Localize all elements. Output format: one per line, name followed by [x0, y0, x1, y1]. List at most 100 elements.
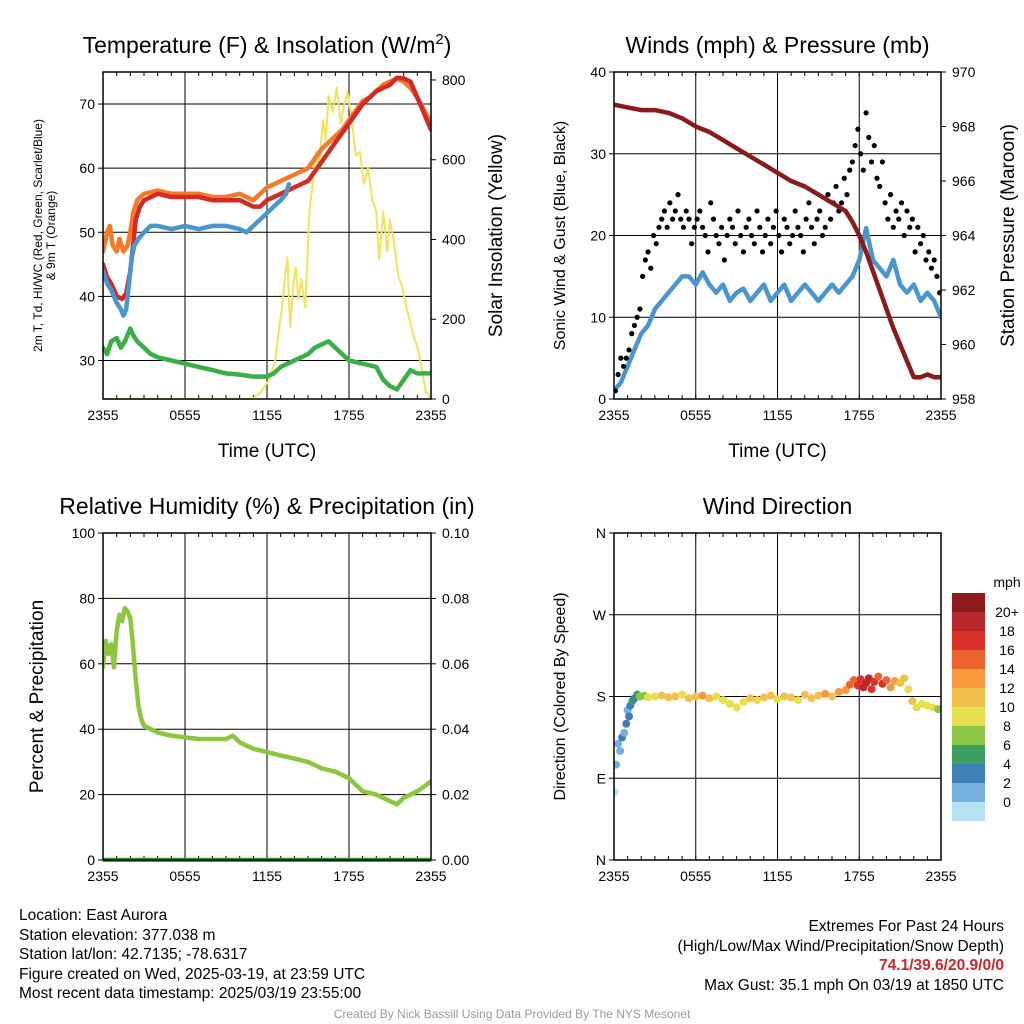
gust-point [868, 159, 875, 165]
gust-point [784, 224, 790, 230]
x-tick-label: 0555 [680, 407, 711, 423]
y2-tick-label: 600 [442, 152, 466, 168]
gust-point [920, 232, 926, 239]
colorbar-label: 10 [999, 699, 1015, 715]
gust-point [907, 224, 913, 230]
direction-point [691, 692, 700, 701]
gust-point [749, 232, 755, 239]
gust-point [759, 249, 766, 255]
data-layer [103, 75, 431, 400]
data-layer [614, 672, 941, 796]
y-tick-label: 70 [79, 96, 95, 112]
y-tick-label: N [596, 852, 606, 868]
x-tick-label: 2355 [87, 868, 118, 884]
gust-point [844, 192, 850, 198]
figure-created: Figure created on Wed, 2025-03-19, at 23… [19, 965, 366, 983]
y2-axis-label: Station Pressure (Maroon) [998, 124, 1019, 347]
gust-point [615, 371, 621, 378]
y-tick-label: 40 [79, 288, 95, 304]
gust-point [708, 200, 714, 206]
gust-point [863, 110, 869, 116]
gust-point [808, 224, 815, 230]
max-gust: Max Gust: 35.1 mph On 03/19 at 1850 UTC [704, 976, 1004, 994]
gust-point [667, 200, 673, 206]
x-tick-label: 0555 [169, 407, 200, 423]
y-tick-label: 60 [79, 656, 95, 672]
y2-tick-label: 0.02 [442, 787, 469, 803]
direction-point [620, 728, 629, 737]
gust-point [811, 241, 817, 247]
y2-tick-label: 0.10 [442, 525, 469, 541]
y-tick-label: 100 [72, 525, 96, 541]
y2-tick-label: 968 [952, 119, 976, 135]
gust-point [618, 355, 624, 361]
colorbar-swatch [952, 688, 985, 707]
gust-point [716, 241, 722, 247]
x-tick-label: 1155 [762, 407, 792, 423]
y2-tick-label: 0.04 [442, 721, 469, 737]
y2-tick-label: 0.06 [442, 656, 469, 672]
y-axis-label: 2m T, Td, HI/WC (Red, Green, Scarlet/Blu… [31, 119, 45, 352]
x-tick-label: 1155 [252, 868, 282, 884]
colorbar: mph 20+ 18 16 14 12 10 8 6 4 2 0 [952, 574, 1021, 821]
x-tick-label: 2355 [415, 407, 446, 423]
chart-title: Wind Direction [703, 493, 853, 519]
y-tick-label: 30 [79, 353, 95, 369]
x-tick-label: 1755 [333, 407, 364, 423]
colorbar-label: 14 [999, 661, 1015, 677]
y-tick-label: S [597, 689, 606, 705]
credit-line: Created By Nick Bassill Using Data Provi… [333, 1007, 691, 1021]
gust-point [931, 257, 937, 263]
y-axis-label: Sonic Wind & Gust (Blue, Black) [552, 121, 569, 350]
colorbar-label: 6 [1003, 737, 1011, 753]
gust-point [917, 241, 924, 247]
gust-point [822, 224, 828, 230]
direction-point [867, 685, 876, 694]
gust-point [702, 232, 708, 239]
gust-point [773, 208, 779, 214]
x-tick-label: 0555 [169, 868, 200, 884]
gust-point [765, 216, 771, 222]
y-tick-label: 20 [590, 228, 606, 244]
gust-point [699, 224, 706, 230]
y-tick-label: 0 [598, 391, 606, 407]
direction-point [874, 672, 883, 681]
direction-point [614, 739, 623, 748]
gust-point [781, 216, 787, 222]
gust-point [743, 224, 749, 230]
x-tick-label: 1755 [333, 868, 364, 884]
y-tick-label: W [593, 607, 607, 623]
gust-point [686, 216, 692, 222]
x-tick-label: 2355 [415, 868, 446, 884]
gust-point [770, 224, 777, 230]
direction-point [870, 677, 879, 686]
gust-point [724, 232, 730, 239]
y-axis-label: Direction (Colored By Speed) [552, 592, 569, 800]
direction-point [934, 705, 941, 714]
direction-point [766, 691, 775, 700]
colorbar-label: 8 [1003, 718, 1011, 734]
colorbar-swatch [952, 631, 985, 650]
direction-point [753, 696, 762, 705]
direction-point [739, 697, 748, 706]
series-line-0 [103, 87, 431, 400]
gust-point [912, 249, 918, 255]
x-axis-label: Time (UTC) [728, 441, 827, 462]
gust-point [650, 232, 657, 239]
direction-point [828, 692, 836, 701]
station-latlon: Station lat/lon: 42.7135; -78.6317 [19, 946, 248, 963]
series-line-0 [103, 605, 431, 807]
gust-point [768, 241, 774, 247]
gust-point [800, 249, 806, 255]
series-line-3 [103, 181, 292, 318]
station-info: Location: East Aurora Station elevation:… [19, 906, 365, 1004]
gust-point [754, 208, 760, 214]
x-tick-label: 2355 [925, 868, 956, 884]
direction-point [773, 695, 782, 704]
gust-point [669, 216, 676, 222]
chart-wind: 2355 0555 1155 1755 235501020304095896096296… [552, 32, 1019, 462]
colorbar-swatch [952, 802, 985, 821]
colorbar-label: 2 [1003, 775, 1011, 791]
y-tick-label: 50 [79, 224, 95, 240]
